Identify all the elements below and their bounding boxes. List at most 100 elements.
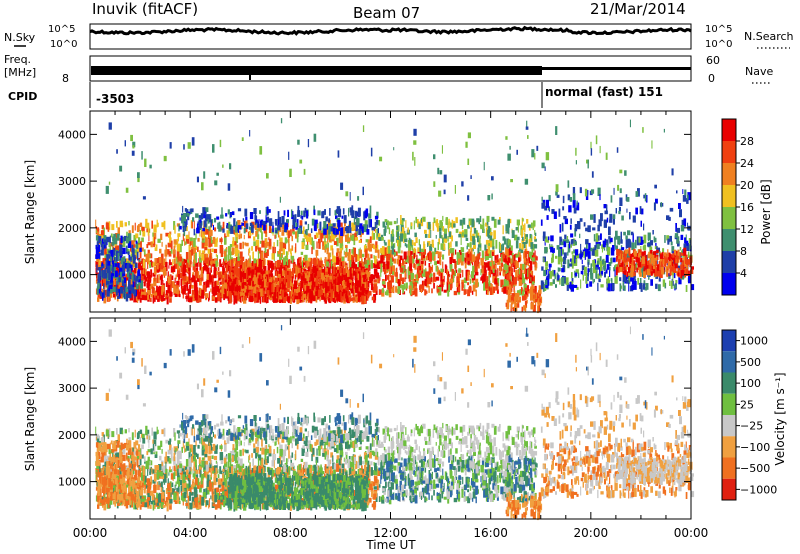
power-cell [487,245,490,254]
power-cell [333,241,337,245]
power-cell [372,286,375,292]
power-cell [257,292,261,300]
power-cell [218,221,221,229]
power-cell [467,282,470,286]
power-cell [230,212,232,216]
power-cell [179,256,183,262]
power-cell [484,265,487,274]
power-cell [294,295,298,300]
power-cell [137,269,141,279]
power-cell [347,277,349,282]
power-cell [168,265,170,269]
power-cell [685,285,688,292]
power-cell [261,225,265,230]
power-cell [143,281,146,287]
power-cell [447,236,449,242]
power-cell [253,258,257,264]
power-cell [113,247,116,256]
power-cell [272,246,275,256]
power-cell [222,266,224,275]
power-cell [205,263,209,272]
power-cell [593,278,595,283]
power-cell [225,259,227,263]
power-cell [228,295,230,304]
power-cell [279,281,283,288]
power-cell [243,227,246,234]
power-cell [161,241,163,247]
power-cell [371,232,376,240]
power-cell [276,270,278,277]
power-cell [544,280,548,286]
power-cell [539,295,542,299]
power-cell [119,287,124,294]
power-cell [217,271,221,278]
power-cell [174,277,176,284]
power-cell [354,210,358,220]
power-cell [371,230,374,240]
power-cell [258,224,262,232]
radar-title: Inuvik (fitACF) [92,0,198,18]
power-cell [605,269,608,274]
power-cell [547,236,550,241]
power-cell [357,262,359,268]
power-cell [138,282,140,286]
power-cell [606,264,610,270]
power-cell [223,269,225,278]
power-cell [224,260,227,268]
power-cell [430,273,433,277]
power-cell [144,253,146,257]
power-cell [225,264,229,273]
power-cell [353,223,356,230]
power-cell [237,250,240,254]
power-cell [219,259,222,267]
power-cell [264,278,267,288]
power-cell [656,249,659,254]
date-title: 21/Mar/2014 [590,0,686,18]
power-cell [100,295,102,299]
power-cell [295,290,299,296]
power-cell [100,241,102,246]
power-cell [255,283,258,292]
power-cell [219,238,223,243]
power-cell [294,219,296,228]
power-cell [375,286,378,295]
power-cell [210,241,213,247]
power-cell [209,225,212,231]
power-cell [603,265,606,272]
power-cell [268,273,271,277]
power-cell [176,257,180,266]
power-cell [249,277,252,286]
power-cell [207,248,212,254]
power-cell [286,219,289,224]
power-cell [333,283,335,293]
power-cell [497,268,499,277]
power-cell [657,284,661,292]
power-cell [195,262,199,267]
power-cell [283,282,286,291]
power-cell [148,257,150,265]
power-cell [104,261,106,268]
power-cell [336,252,339,257]
power-cell [147,294,149,300]
power-cell [637,277,639,285]
power-cell [405,220,407,228]
power-cell [342,261,344,266]
power-cell [275,277,278,285]
power-cell [103,272,107,279]
power-cell [192,294,196,302]
power-cell [248,226,251,230]
power-cell [430,230,432,238]
power-cell [574,272,578,277]
power-cell [119,250,121,256]
power-cell [401,250,403,254]
power-cell [109,294,111,302]
power-cell [351,282,354,286]
power-cell [421,264,423,272]
power-cell [346,226,350,234]
power-cell [327,252,331,260]
power-cell [334,278,337,286]
power-cell [284,237,287,244]
power-cell [340,296,343,303]
power-cell [354,249,356,258]
power-cell [341,222,343,230]
